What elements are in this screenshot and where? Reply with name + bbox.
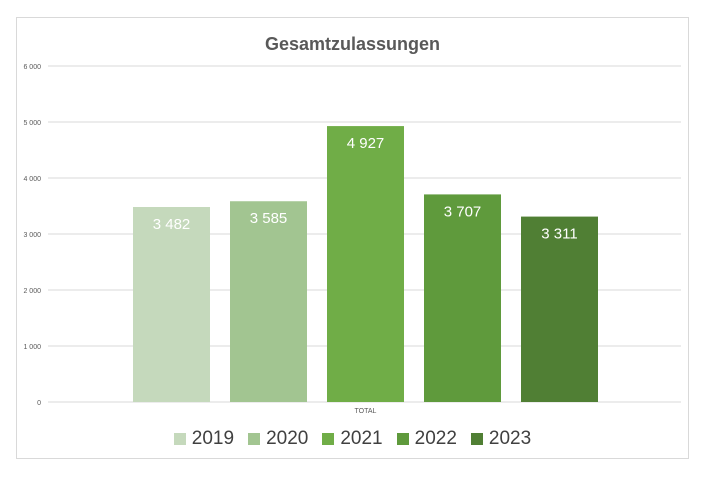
x-category-label: TOTAL [355, 408, 377, 415]
data-label-2019: 3 482 [153, 216, 191, 233]
legend-item-2023: 2023 [470, 428, 532, 450]
data-label-2022: 3 707 [444, 203, 482, 220]
legend-label: 2019 [191, 428, 235, 449]
legend-label: 2022 [414, 428, 457, 449]
legend-item-2019: 2019 [173, 428, 235, 450]
bar-chart: 0 1 000 2 000 3 000 4 000 5 000 6 000 3 482 3 58… [23, 64, 681, 415]
legend-label: 2023 [488, 428, 532, 449]
y-tick-label: 1 000 [23, 344, 41, 351]
bar-2022 [424, 194, 501, 402]
chart-legend: 2019 2020 2021 2022 2023 [17, 428, 688, 450]
bar-2021 [327, 126, 404, 402]
legend-label: 2020 [266, 428, 309, 449]
bar-2020 [230, 201, 307, 402]
y-tick-label: 2 000 [23, 288, 41, 295]
legend-swatch [396, 433, 409, 445]
legend-label: 2021 [340, 428, 383, 449]
y-tick-label: 6 000 [23, 64, 41, 71]
legend-item-2021: 2021 [322, 428, 383, 450]
y-tick-label: 4 000 [23, 176, 41, 183]
y-tick-label: 0 [37, 400, 41, 407]
chart-container: Gesamtzulassungen 0 1 000 2 000 3 000 4 000 5… [16, 17, 689, 459]
legend-swatch [322, 433, 335, 445]
data-label-2020: 3 585 [250, 210, 288, 227]
legend-item-2022: 2022 [396, 428, 457, 450]
legend-swatch [173, 433, 186, 445]
y-tick-label: 3 000 [23, 232, 41, 239]
bar-2023 [521, 216, 598, 402]
chart-title: Gesamtzulassungen [264, 34, 441, 54]
legend-swatch [470, 433, 483, 445]
legend-swatch [248, 433, 261, 445]
y-tick-label: 5 000 [23, 120, 41, 127]
bar-2019 [133, 207, 210, 402]
data-label-2021: 4 927 [347, 135, 385, 152]
legend-item-2020: 2020 [248, 428, 308, 450]
data-label-2023: 3 311 [541, 226, 577, 243]
